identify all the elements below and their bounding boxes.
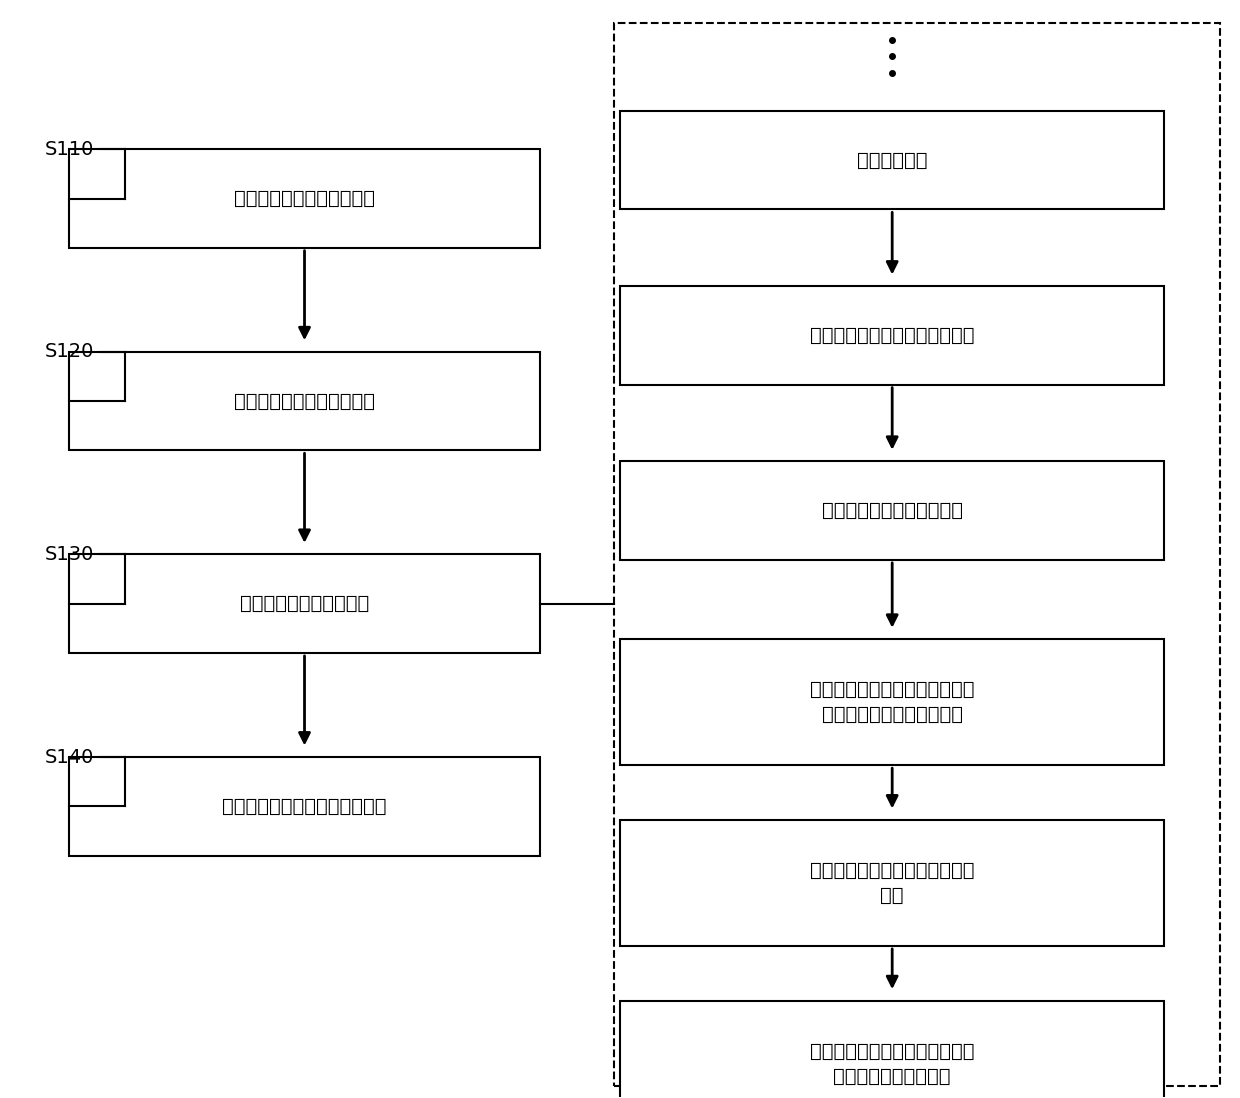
FancyBboxPatch shape xyxy=(620,111,1164,210)
Text: S140: S140 xyxy=(45,748,94,766)
FancyBboxPatch shape xyxy=(69,758,539,855)
Text: 基于第一压力值构建初始解: 基于第一压力值构建初始解 xyxy=(822,501,962,520)
Text: 修正解与初始解相加作为本次迭
代步骤中数值模型的解: 修正解与初始解相加作为本次迭 代步骤中数值模型的解 xyxy=(810,1042,975,1086)
Text: S110: S110 xyxy=(45,139,94,159)
Text: 提取压力方程: 提取压力方程 xyxy=(857,150,928,170)
Text: 求解修正的数值模型，以得到修
正解: 求解修正的数值模型，以得到修 正解 xyxy=(810,861,975,905)
FancyBboxPatch shape xyxy=(69,351,539,450)
Text: 建立缝洞型油藏的数学模型: 建立缝洞型油藏的数学模型 xyxy=(234,189,374,208)
Text: 对数值模型进行迭代求解: 对数值模型进行迭代求解 xyxy=(239,594,370,614)
FancyBboxPatch shape xyxy=(620,639,1164,765)
Text: S130: S130 xyxy=(45,545,94,564)
Text: 求解压力方程，得到第一压力值: 求解压力方程，得到第一压力值 xyxy=(810,326,975,345)
FancyBboxPatch shape xyxy=(620,461,1164,560)
FancyBboxPatch shape xyxy=(620,1000,1164,1098)
FancyBboxPatch shape xyxy=(69,149,539,248)
FancyBboxPatch shape xyxy=(620,820,1164,946)
FancyBboxPatch shape xyxy=(620,287,1164,384)
Text: S120: S120 xyxy=(45,343,94,361)
Text: 基于数值模型的原残差向量与初
始解，得到修正的数值模型: 基于数值模型的原残差向量与初 始解，得到修正的数值模型 xyxy=(810,681,975,725)
Text: 建立缝洞型油藏的数值模型: 建立缝洞型油藏的数值模型 xyxy=(234,392,374,411)
FancyBboxPatch shape xyxy=(69,554,539,653)
Text: 对缝洞型油藏的剩余油进行分析: 对缝洞型油藏的剩余油进行分析 xyxy=(222,797,387,816)
